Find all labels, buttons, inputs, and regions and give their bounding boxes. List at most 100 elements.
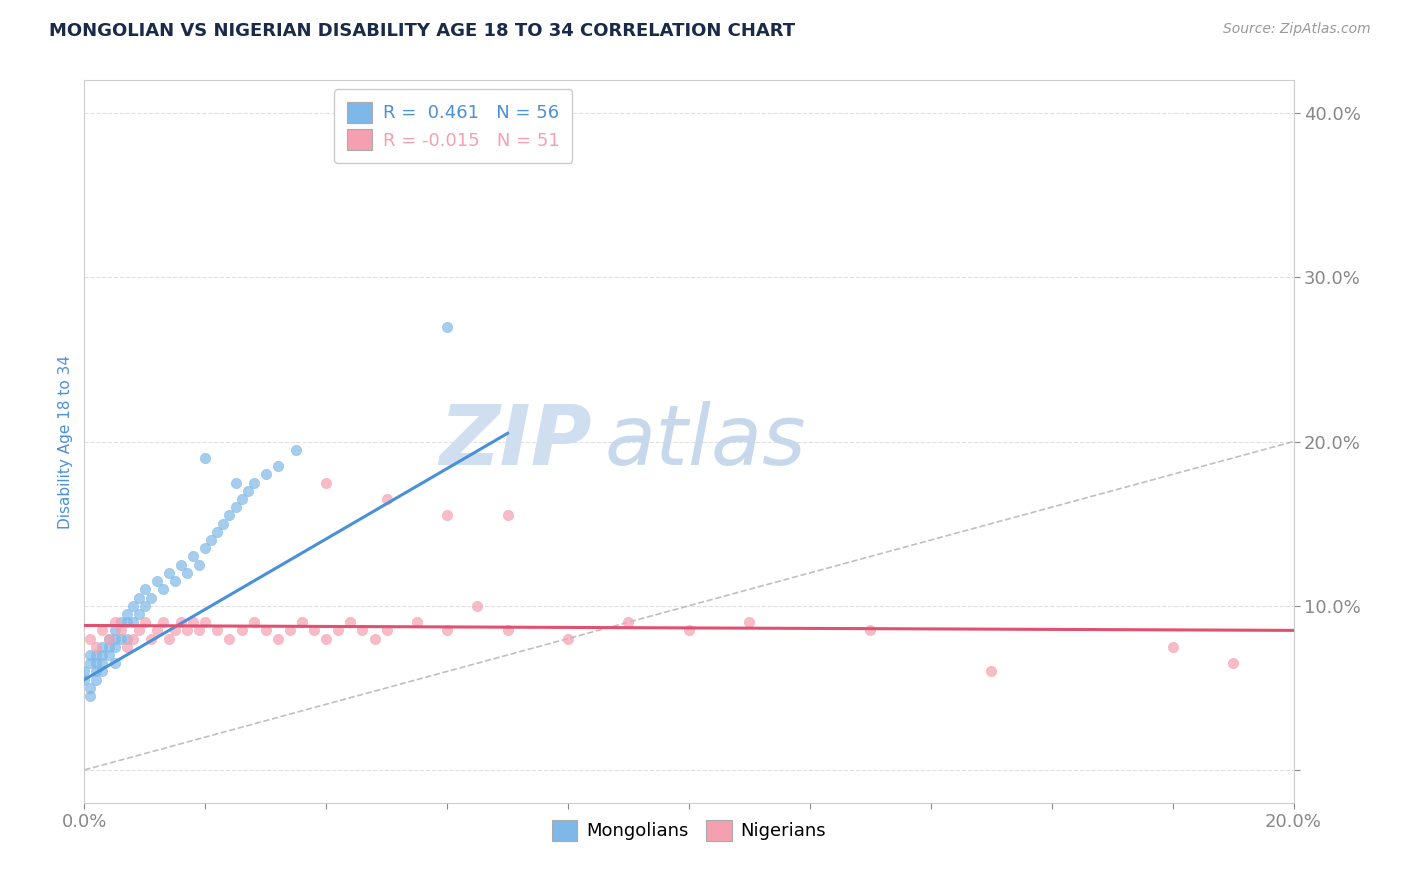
Point [406, 615, 429, 630]
Point [363, 632, 385, 646]
Point [121, 599, 143, 613]
Text: MONGOLIAN VS NIGERIAN DISABILITY AGE 18 TO 34 CORRELATION CHART: MONGOLIAN VS NIGERIAN DISABILITY AGE 18 … [49, 22, 796, 40]
Point [738, 615, 761, 630]
Point [375, 624, 398, 638]
Point [110, 615, 132, 630]
Point [128, 607, 150, 621]
Text: ZIP: ZIP [440, 401, 592, 482]
Point [557, 632, 579, 646]
Point [86, 657, 108, 671]
Point [134, 582, 156, 597]
Point [91, 640, 114, 654]
Point [352, 624, 374, 638]
Point [110, 624, 132, 638]
Point [134, 599, 156, 613]
Point [375, 491, 398, 506]
Point [496, 508, 519, 523]
Point [218, 508, 240, 523]
Point [170, 558, 193, 572]
Point [285, 442, 308, 457]
Point [73, 673, 96, 687]
Point [86, 648, 108, 662]
Point [79, 648, 101, 662]
Point [91, 657, 114, 671]
Point [339, 615, 361, 630]
Point [436, 624, 458, 638]
Point [225, 500, 247, 515]
Point [859, 624, 882, 638]
Point [267, 632, 290, 646]
Point [86, 673, 108, 687]
Point [165, 624, 187, 638]
Text: Source: ZipAtlas.com: Source: ZipAtlas.com [1223, 22, 1371, 37]
Point [212, 516, 235, 531]
Point [79, 689, 101, 703]
Point [152, 582, 174, 597]
Point [128, 624, 150, 638]
Point [315, 475, 337, 490]
Point [176, 566, 198, 580]
Point [165, 574, 187, 588]
Point [207, 624, 229, 638]
Point [617, 615, 640, 630]
Point [1161, 640, 1184, 654]
Point [231, 491, 253, 506]
Point [176, 624, 198, 638]
Point [139, 632, 162, 646]
Point [496, 624, 519, 638]
Point [86, 665, 108, 679]
Point [146, 574, 169, 588]
Y-axis label: Disability Age 18 to 34: Disability Age 18 to 34 [58, 354, 73, 529]
Point [97, 648, 120, 662]
Point [1222, 657, 1244, 671]
Point [121, 632, 143, 646]
Point [115, 615, 138, 630]
Point [157, 566, 180, 580]
Point [110, 632, 132, 646]
Point [254, 624, 277, 638]
Point [278, 624, 301, 638]
Point [254, 467, 277, 482]
Point [104, 657, 127, 671]
Point [91, 665, 114, 679]
Point [79, 632, 101, 646]
Point [73, 665, 96, 679]
Point [231, 624, 253, 638]
Point [79, 657, 101, 671]
Point [91, 648, 114, 662]
Point [134, 615, 156, 630]
Text: atlas: atlas [605, 401, 806, 482]
Point [328, 624, 350, 638]
Point [91, 624, 114, 638]
Point [188, 624, 211, 638]
Point [467, 599, 489, 613]
Point [194, 450, 217, 465]
Point [97, 640, 120, 654]
Point [194, 615, 217, 630]
Point [315, 632, 337, 646]
Point [200, 533, 222, 547]
Point [980, 665, 1002, 679]
Point [115, 640, 138, 654]
Point [170, 615, 193, 630]
Point [181, 549, 204, 564]
Point [121, 615, 143, 630]
Point [236, 483, 259, 498]
Point [436, 508, 458, 523]
Point [115, 607, 138, 621]
Point [181, 615, 204, 630]
Point [86, 640, 108, 654]
Point [104, 640, 127, 654]
Point [291, 615, 314, 630]
Point [115, 632, 138, 646]
Point [152, 615, 174, 630]
Point [146, 624, 169, 638]
Point [104, 632, 127, 646]
Point [436, 319, 458, 334]
Point [242, 475, 264, 490]
Point [79, 681, 101, 695]
Point [267, 459, 290, 474]
Point [104, 624, 127, 638]
Point [128, 591, 150, 605]
Point [242, 615, 264, 630]
